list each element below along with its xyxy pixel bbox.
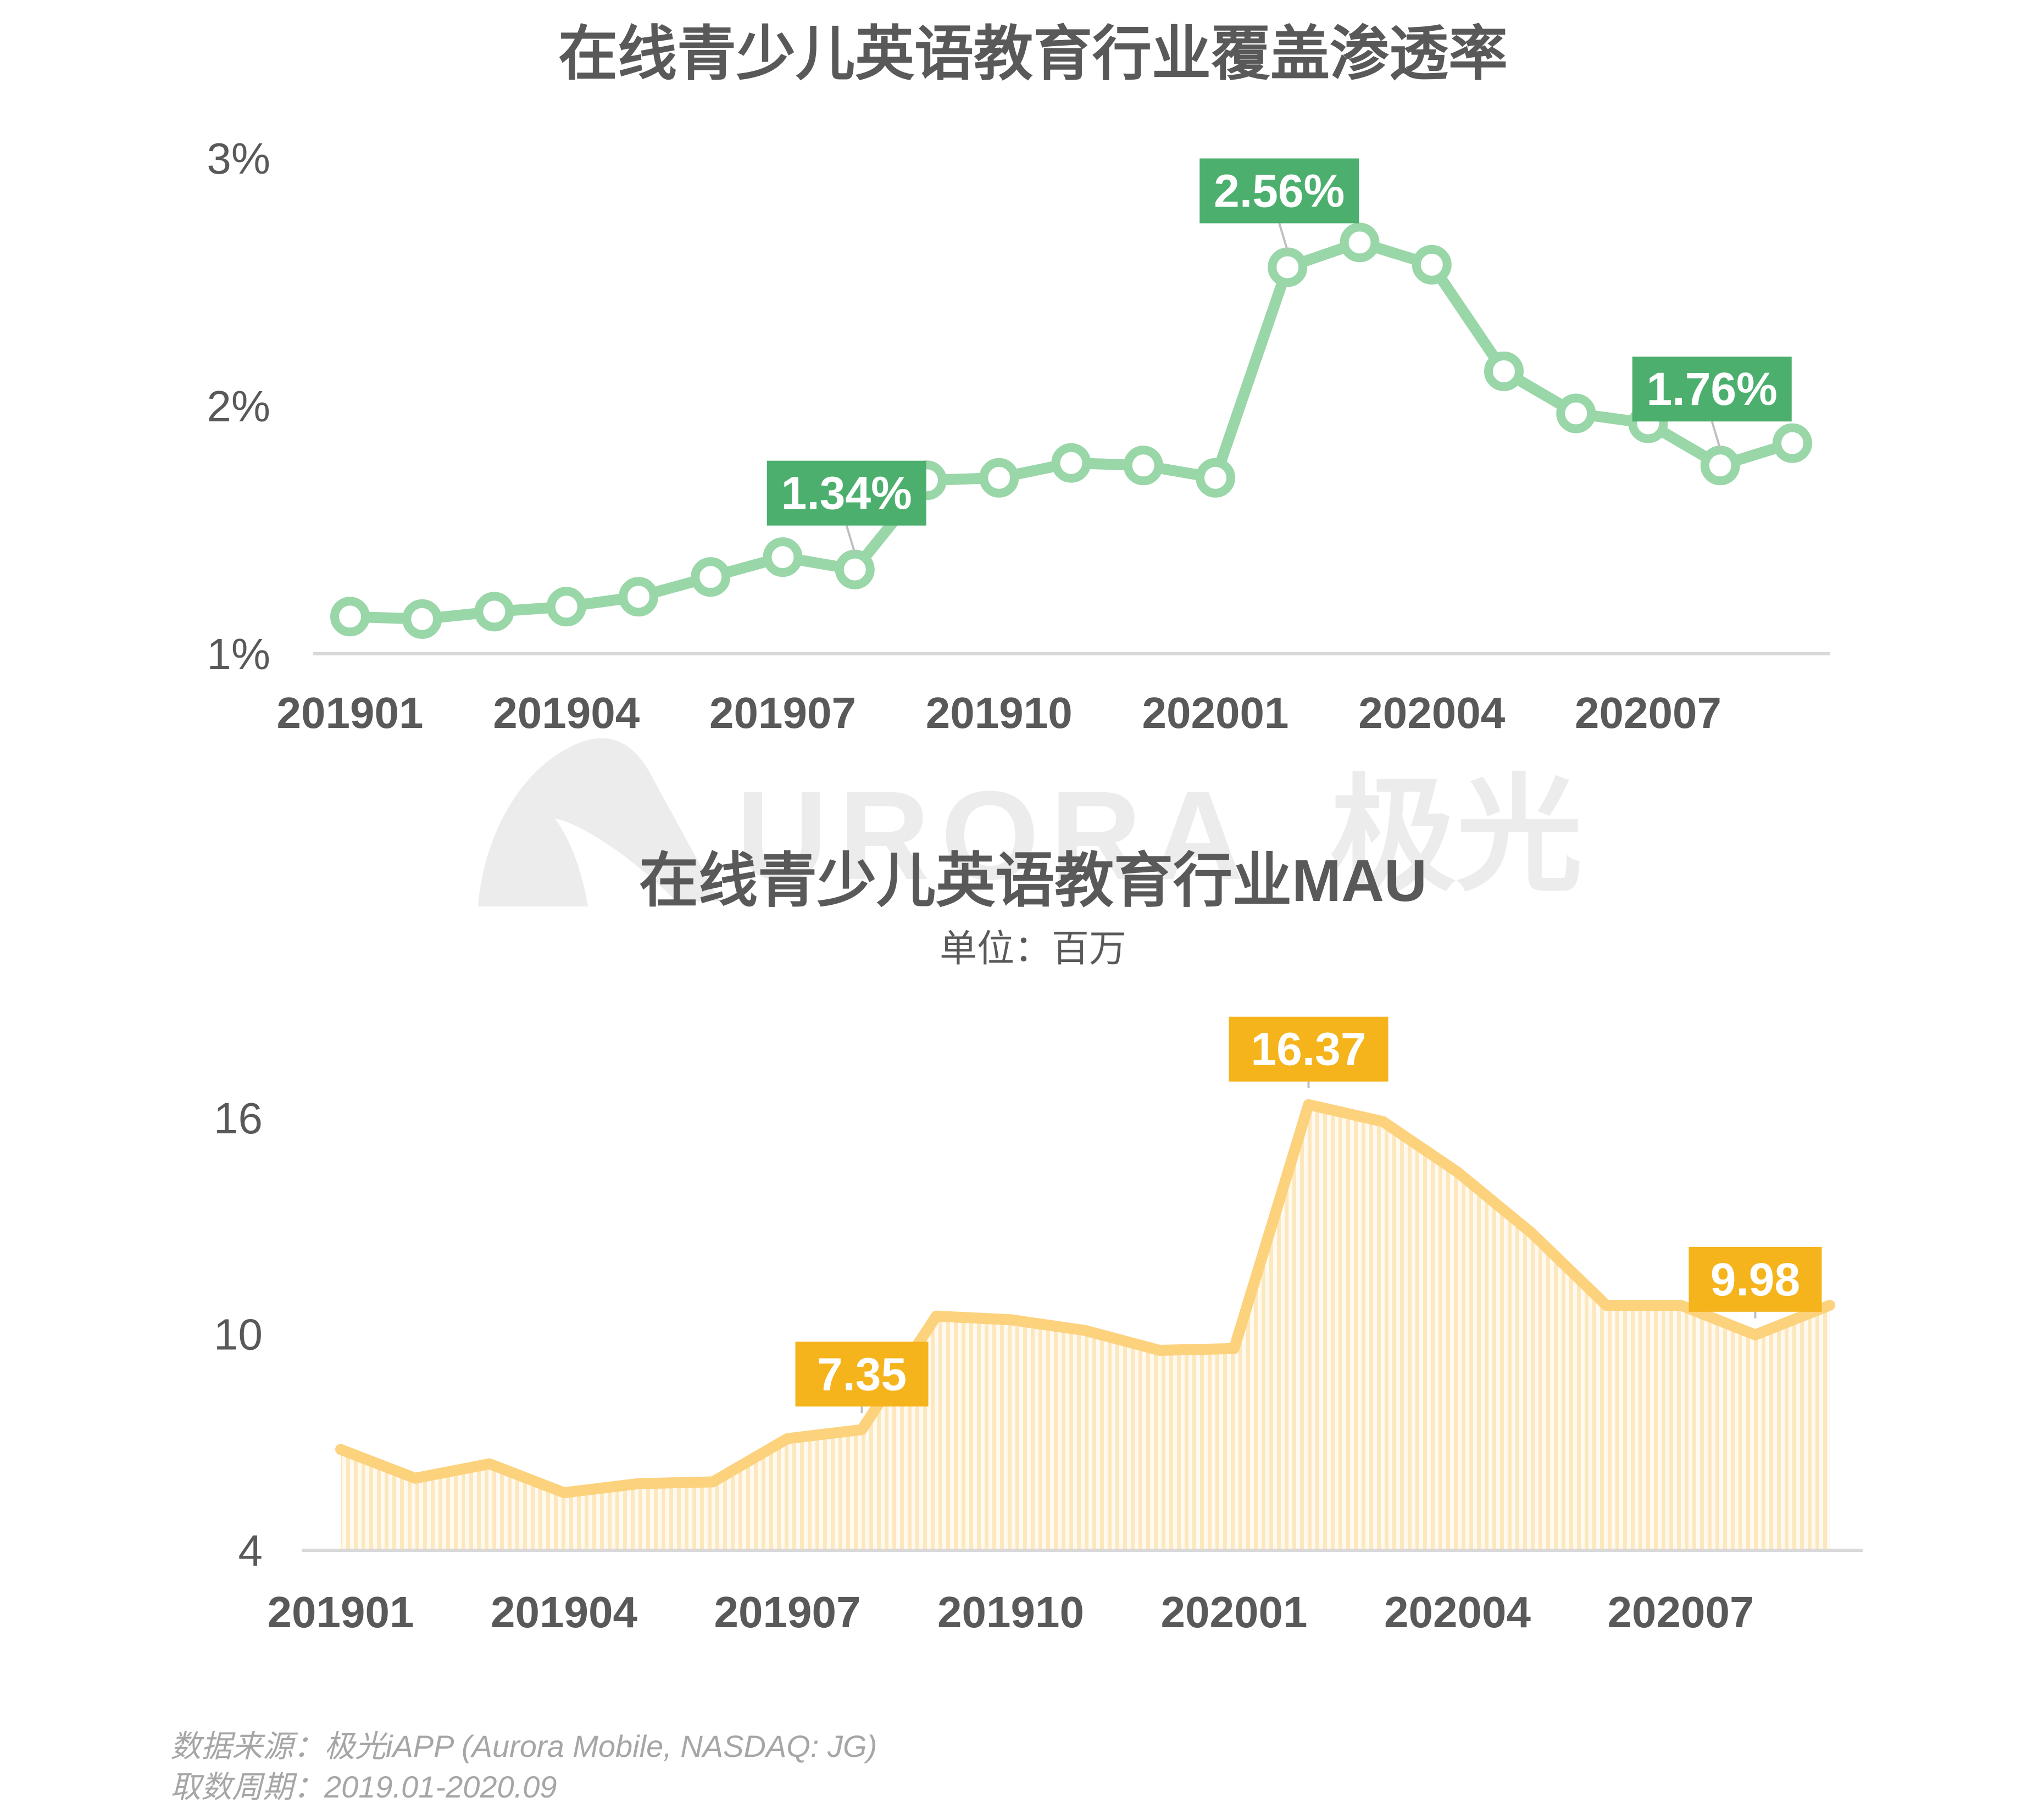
penetration-data-labels: 1.34% 2.56% 1.76% <box>766 158 1792 554</box>
data-label-text: 1.34% <box>781 468 912 519</box>
y-tick-label: 1% <box>207 630 270 678</box>
mau-series-line <box>335 1099 1835 1499</box>
data-label-text: 16.37 <box>1251 1023 1366 1075</box>
x-tick-label: 202004 <box>1358 688 1505 737</box>
x-tick-label: 201910 <box>926 688 1073 737</box>
mau-chart-subtitle: 单位：百万 <box>940 928 1126 970</box>
x-tick-label: 202007 <box>1608 1588 1754 1637</box>
data-point <box>1412 244 1452 285</box>
data-label-text: 1.76% <box>1647 363 1778 415</box>
data-label-text: 2.56% <box>1214 165 1345 216</box>
data-point <box>402 599 442 639</box>
x-tick-label: 201907 <box>709 688 856 737</box>
data-label-leader <box>1710 421 1721 449</box>
penetration-points <box>330 222 1812 639</box>
x-tick-label: 202001 <box>1161 1588 1308 1637</box>
data-point <box>1700 446 1740 486</box>
data-point <box>1484 351 1524 391</box>
y-tick-label: 2% <box>207 382 270 431</box>
mau-chart-title: 在线青少儿英语教育行业MAU <box>639 847 1427 914</box>
y-tick-label: 4 <box>238 1526 263 1575</box>
data-point <box>546 587 586 627</box>
data-label-leader <box>1278 222 1289 252</box>
aurora-watermark: URORA 极光 <box>478 738 1582 906</box>
data-point <box>474 592 514 632</box>
y-tick-label: 10 <box>214 1310 263 1359</box>
data-label: 1.34% <box>766 460 926 554</box>
data-point <box>763 537 803 577</box>
x-tick-label: 202001 <box>1142 688 1289 737</box>
mau-x-axis: 201901 201904 201907 201910 202001 202004 2020… <box>268 1588 1754 1637</box>
x-tick-label: 201901 <box>268 1588 414 1637</box>
data-label-box <box>1229 1016 1388 1082</box>
data-label-box <box>1632 357 1792 422</box>
mau-data-labels: 7.35 16.37 9.98 <box>795 1016 1822 1414</box>
x-tick-label: 201907 <box>714 1588 861 1637</box>
data-label: 16.37 <box>1229 1016 1388 1088</box>
data-label: 7.35 <box>795 1342 929 1414</box>
y-tick-label: 3% <box>207 134 270 183</box>
data-label: 2.56% <box>1199 158 1359 252</box>
data-point <box>1773 423 1812 463</box>
x-tick-label: 201910 <box>937 1588 1084 1637</box>
aurora-logo-icon <box>478 738 720 906</box>
data-point <box>1268 247 1308 287</box>
data-label-box <box>1688 1247 1822 1312</box>
mau-series-area <box>341 1104 1830 1550</box>
penetration-chart: 在线青少儿英语教育行业覆盖渗透率 1%2%3% 201901 201904 2019… <box>207 20 1830 737</box>
data-point <box>330 597 370 637</box>
data-point <box>1051 443 1091 483</box>
data-label: 9.98 <box>1688 1247 1822 1318</box>
watermark-logo-cn: 极光 <box>1330 765 1582 906</box>
y-tick-label: 16 <box>214 1094 263 1143</box>
data-label-text: 9.98 <box>1710 1254 1801 1305</box>
data-point <box>691 557 731 597</box>
watermark-logo-text: URORA <box>736 765 1254 906</box>
penetration-y-axis: 1% 2% 3% <box>207 134 270 678</box>
penetration-x-axis: 201901 201904 201907 201910 202001 202004 2020… <box>277 688 1721 737</box>
x-tick-label: 201901 <box>277 688 424 737</box>
footer-source: 数据来源：极光iAPP (Aurora Mobile, NASDAQ: JG) <box>170 1729 877 1763</box>
penetration-chart-title: 在线青少儿英语教育行业覆盖渗透率 <box>558 20 1508 87</box>
data-label-leader <box>845 525 856 554</box>
data-point <box>1196 458 1235 498</box>
data-point <box>835 549 875 589</box>
data-label: 1.76% <box>1632 357 1792 449</box>
footer-period: 取数周期：2019.01-2020.09 <box>170 1770 557 1804</box>
data-label-box <box>795 1342 929 1407</box>
x-tick-label: 202007 <box>1575 688 1721 737</box>
data-point <box>1123 446 1163 486</box>
x-tick-label: 202004 <box>1384 1588 1531 1637</box>
data-point <box>1340 222 1380 263</box>
data-label-box <box>1199 158 1359 224</box>
footer: 数据来源：极光iAPP (Aurora Mobile, NASDAQ: JG) … <box>170 1729 877 1804</box>
data-point <box>979 458 1019 498</box>
x-tick-label: 201904 <box>491 1588 637 1637</box>
mau-y-axis: 4 10 16 <box>214 1094 263 1575</box>
data-point <box>1556 393 1596 433</box>
data-point <box>619 577 658 617</box>
x-tick-label: 201904 <box>493 688 640 737</box>
data-label-box <box>766 460 926 526</box>
data-label-text: 7.35 <box>817 1348 907 1400</box>
